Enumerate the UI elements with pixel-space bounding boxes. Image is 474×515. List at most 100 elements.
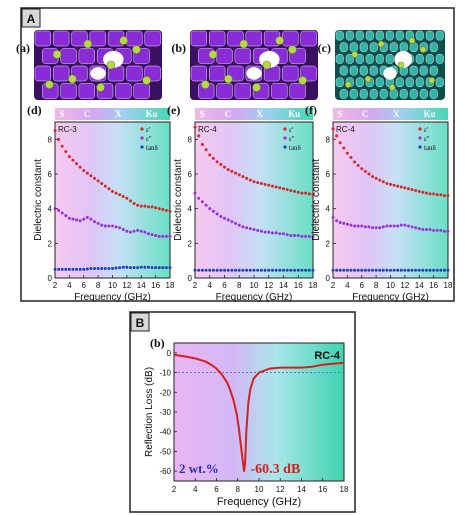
data-point: [118, 266, 122, 270]
data-point: [241, 175, 245, 179]
y-tick-label: 6: [326, 170, 331, 179]
data-point: [367, 268, 371, 272]
cell-wall: [415, 30, 424, 41]
data-point: [381, 180, 385, 184]
cell-wall: [339, 42, 348, 53]
data-point: [200, 143, 204, 147]
data-point: [399, 268, 403, 272]
band-label: S: [337, 109, 342, 119]
rl-y-tick-label: -50: [159, 447, 171, 456]
rl-x-tick-label: 6: [214, 485, 219, 494]
nanoparticle: [106, 60, 116, 70]
cell-wall: [369, 89, 378, 99]
legend-marker: [140, 136, 144, 140]
nanoparticle: [142, 76, 151, 85]
data-point: [60, 144, 64, 148]
nanoparticle: [239, 39, 249, 49]
data-point: [67, 216, 71, 220]
cell-wall: [419, 89, 428, 99]
data-point: [107, 187, 111, 191]
data-point: [107, 224, 111, 228]
data-point: [307, 192, 311, 196]
panel-b-tag: B: [136, 316, 145, 330]
x-tick-label: 6: [360, 281, 365, 290]
nanoparticle: [262, 60, 272, 70]
data-point: [442, 268, 446, 272]
data-point: [263, 268, 267, 272]
cell-wall: [435, 30, 444, 41]
x-tick-label: 18: [444, 281, 453, 290]
data-point: [157, 207, 161, 211]
data-point: [128, 199, 132, 203]
cell-wall: [190, 30, 208, 47]
data-point: [356, 163, 360, 167]
rl-x-tick-label: 12: [276, 485, 285, 494]
data-point: [248, 178, 252, 182]
reflection-loss-chart: 2 4 6 8 10 12 14 16 18 0 -10 -20 -30 -40 -50 -60 Frequen…: [144, 336, 349, 508]
data-point: [267, 268, 271, 272]
data-point: [304, 191, 308, 195]
data-point: [67, 155, 71, 159]
data-point: [103, 224, 107, 228]
data-point: [353, 224, 357, 228]
cell-wall: [78, 48, 95, 64]
data-point: [125, 265, 129, 269]
legend-marker: [283, 136, 287, 140]
data-point: [307, 268, 311, 272]
data-point: [128, 266, 132, 270]
data-point: [60, 267, 64, 271]
x-tick-label: 8: [374, 281, 379, 290]
structure-label: (a): [16, 41, 30, 55]
y-tick-label: 6: [48, 170, 53, 179]
cell-wall: [375, 54, 384, 64]
data-point: [406, 268, 410, 272]
data-point: [78, 267, 82, 271]
data-point: [215, 212, 219, 216]
cell-wall: [282, 30, 299, 47]
data-point: [421, 227, 425, 231]
structure-cell-2: (c): [318, 30, 445, 100]
data-point: [143, 230, 147, 234]
cell-wall: [425, 54, 434, 64]
data-point: [161, 234, 165, 238]
data-point: [75, 218, 79, 222]
data-point: [208, 207, 212, 211]
data-point: [335, 134, 339, 138]
data-point: [111, 189, 114, 193]
data-point: [435, 268, 439, 272]
nanoparticle: [224, 74, 233, 84]
cell-wall: [300, 30, 317, 47]
data-point: [219, 214, 223, 218]
data-point: [219, 268, 223, 272]
rl-y-tick-label: -10: [159, 369, 171, 378]
data-point: [360, 268, 364, 272]
data-point: [139, 229, 143, 233]
rl-x-tick-label: 18: [340, 485, 349, 494]
data-point: [223, 268, 226, 272]
data-point: [143, 204, 147, 208]
cell-wall: [78, 83, 95, 99]
legend-marker: [283, 145, 287, 149]
data-point: [234, 268, 238, 272]
data-point: [378, 226, 382, 230]
rl-panel-label: (b): [150, 336, 165, 350]
nanoparticle: [298, 76, 307, 85]
structure-cell-1: (b): [171, 30, 318, 100]
chart-panel-label: (e): [167, 103, 180, 117]
data-point: [226, 218, 230, 222]
data-point: [435, 193, 439, 197]
data-point: [378, 268, 382, 272]
cell-wall: [429, 42, 438, 53]
data-point: [154, 234, 158, 238]
data-point: [71, 217, 75, 221]
data-point: [121, 265, 125, 269]
x-tick-label: 10: [250, 281, 259, 290]
y-tick-label: 4: [188, 205, 193, 214]
cell-wall: [234, 48, 251, 64]
data-point: [432, 268, 436, 272]
x-tick-label: 2: [193, 281, 198, 290]
y-tick-label: 0: [48, 274, 53, 283]
data-point: [424, 268, 428, 272]
data-point: [146, 232, 150, 236]
